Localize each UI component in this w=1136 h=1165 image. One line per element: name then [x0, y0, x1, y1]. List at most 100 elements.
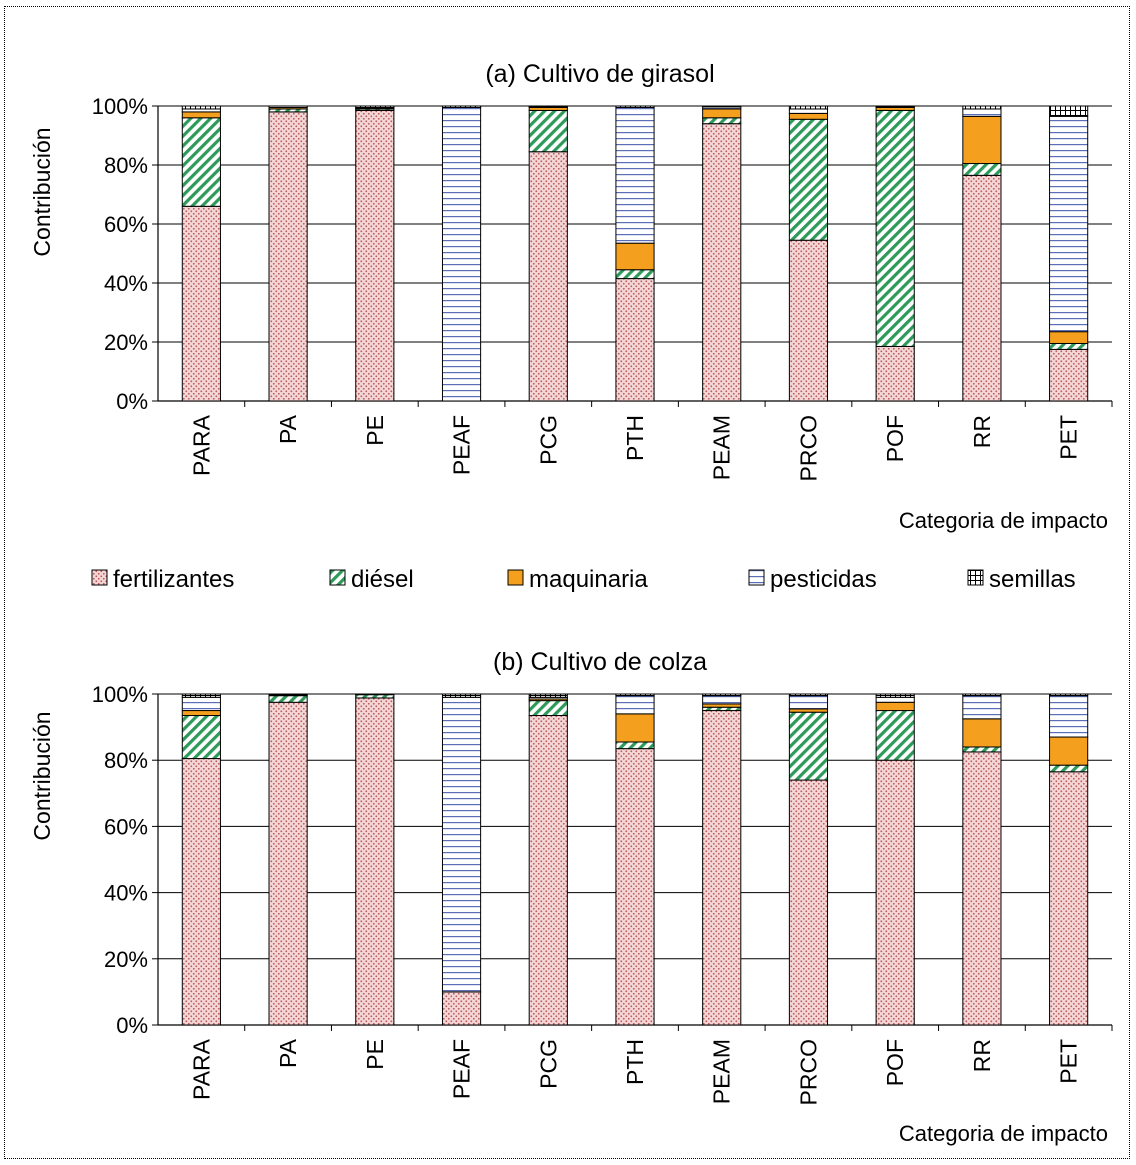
chart-b-bar-pof-diesel: [875, 710, 915, 761]
chart-a-bar-peam-diesel: [702, 117, 742, 125]
chart-b-category-label: RR: [969, 1039, 995, 1072]
chart-b: (b) Cultivo de colza Contribución Catego…: [29, 648, 1113, 1146]
chart-a-bar-pet-semillas: [1049, 105, 1089, 117]
chart-b-plot: 0% 20% 40% 60% 80% 100% PARA PA PE PEAF PCG PTH PEAM…: [92, 682, 1113, 1105]
chart-a-bar-para-fertilizantes: [181, 205, 221, 402]
chart-a-ylabel: Contribución: [29, 127, 55, 256]
chart-b-bar-pet-fertilizantes: [1049, 771, 1089, 1026]
chart-b-bar-pet-semillas: [1049, 693, 1089, 697]
chart-a-bar-pth-semillas: [615, 105, 655, 108]
chart-a-category-label: PRCO: [795, 415, 821, 481]
chart-b-bar-pet-pesticidas: [1049, 695, 1089, 738]
chart-a-bar-pet-pesticidas: [1049, 115, 1089, 333]
chart-a-bar-para-maquinaria: [181, 111, 221, 119]
chart-a-bar-pa-fertilizantes: [268, 111, 308, 402]
chart-a-category-label: PARA: [188, 414, 214, 476]
chart-a-category-label: PEAF: [449, 415, 475, 475]
legend-label-diesel: diésel: [351, 566, 414, 593]
chart-a-bar-pth-pesticidas: [615, 106, 655, 244]
chart-b-ytick-label: 0%: [116, 1013, 148, 1038]
chart-b-bar-pth-fertilizantes: [615, 748, 655, 1026]
chart-b-ytick-label: 20%: [104, 947, 148, 972]
legend-item-pesticidas: pesticidas: [748, 566, 877, 593]
chart-a-bar-pet-diesel: [1049, 342, 1089, 350]
legend: fertilizantes diésel maquinaria pesticid…: [91, 566, 1076, 593]
chart-b-category-label: PEAF: [449, 1039, 475, 1099]
chart-b-bar-pth-semillas: [615, 693, 655, 697]
chart-b-bar-pth-pesticidas: [615, 695, 655, 715]
chart-a-bar-rr-diesel: [962, 163, 1002, 176]
chart-a-bar-peam-semillas: [702, 105, 742, 108]
chart-b-bar-rr-pesticidas: [962, 695, 1002, 720]
legend-swatch-fertilizantes: [91, 569, 108, 586]
chart-b-bar-pof-maquinaria: [875, 701, 915, 712]
legend-item-diesel: diésel: [329, 566, 414, 593]
chart-a-category-label: POF: [882, 415, 908, 462]
legend-item-fertilizantes: fertilizantes: [91, 566, 234, 593]
legend-label-maquinaria: maquinaria: [529, 566, 648, 593]
chart-a-bar-rr-semillas: [962, 105, 1002, 110]
chart-a-bar-pcg-diesel: [528, 109, 568, 153]
chart-a-ytick-label: 0%: [116, 389, 148, 414]
chart-b-ytick-label: 40%: [104, 881, 148, 906]
chart-b-bar-peaf-fertilizantes: [441, 991, 482, 1026]
chart-b-bar-rr-fertilizantes: [962, 751, 1002, 1026]
chart-a-bar-pof-diesel: [875, 109, 915, 347]
chart-b-ytick-label: 100%: [92, 682, 148, 707]
chart-b-bar-pof-fertilizantes: [875, 759, 915, 1026]
chart-b-category-label: PET: [1056, 1039, 1082, 1084]
chart-b-bar-pa-fertilizantes: [268, 701, 308, 1026]
chart-a-category-label: PEAM: [709, 415, 735, 480]
chart-a: (a) Cultivo de girasol Contribución Cate…: [29, 60, 1113, 533]
chart-a-bar-peaf-semillas: [441, 105, 482, 108]
chart-b-bar-pcg-fertilizantes: [528, 715, 568, 1026]
chart-b-category-label: PARA: [188, 1038, 214, 1100]
chart-a-category-label: PET: [1056, 415, 1082, 460]
chart-a-bar-para-semillas: [181, 105, 221, 110]
chart-b-bar-peam-pesticidas: [702, 695, 742, 705]
chart-b-category-label: POF: [882, 1039, 908, 1086]
chart-b-category-label: PA: [275, 1038, 301, 1068]
chart-a-bar-prco-diesel: [788, 118, 829, 241]
chart-a-bar-rr-fertilizantes: [962, 174, 1002, 402]
legend-label-fertilizantes: fertilizantes: [113, 566, 234, 593]
chart-a-bar-pth-maquinaria: [615, 242, 655, 271]
chart-b-bar-peam-fertilizantes: [702, 710, 742, 1026]
chart-b-bar-peaf-pesticidas: [441, 696, 482, 993]
chart-b-bar-peaf-semillas: [441, 693, 482, 698]
chart-a-bar-pet-fertilizantes: [1049, 348, 1089, 402]
chart-b-bar-pa-pesticidas: [268, 693, 308, 696]
chart-a-bar-pcg-fertilizantes: [528, 151, 568, 402]
chart-b-bar-pth-diesel: [615, 741, 655, 750]
chart-a-title: (a) Cultivo de girasol: [485, 60, 714, 88]
chart-b-bar-pa-diesel: [268, 695, 308, 703]
chart-b-bar-prco-pesticidas: [788, 695, 829, 710]
legend-label-semillas: semillas: [989, 566, 1076, 593]
chart-a-bar-pa-pesticidas: [268, 105, 308, 108]
chart-a-plot: 0% 20% 40% 60% 80% 100% PARA PA PE PEAF PCG PTH PEAM…: [92, 94, 1113, 481]
chart-a-bar-prco-fertilizantes: [788, 239, 829, 402]
chart-b-ytick-label: 60%: [104, 814, 148, 839]
legend-item-semillas: semillas: [967, 566, 1076, 593]
chart-b-bar-rr-diesel: [962, 746, 1002, 753]
chart-a-bar-pof-semillas: [875, 105, 915, 108]
chart-b-ylabel: Contribución: [29, 711, 55, 840]
chart-b-bar-pof-pesticidas: [875, 696, 915, 703]
chart-a-category-label: RR: [969, 415, 995, 448]
chart-b-ytick-label: 80%: [104, 748, 148, 773]
chart-a-bar-para-diesel: [181, 117, 221, 207]
chart-b-bar-pth-maquinaria: [615, 713, 655, 743]
chart-b-bar-para-pesticidas: [181, 696, 221, 712]
chart-a-bar-pe-semillas: [355, 105, 395, 108]
chart-b-bar-prco-fertilizantes: [788, 779, 829, 1026]
chart-a-bar-pcg-semillas: [528, 105, 568, 108]
chart-b-bar-pet-diesel: [1049, 764, 1089, 773]
chart-b-bar-pof-semillas: [875, 693, 915, 698]
chart-a-bar-prco-pesticidas: [788, 108, 829, 114]
chart-b-category-label: PEAM: [709, 1039, 735, 1104]
legend-label-pesticidas: pesticidas: [770, 566, 877, 593]
chart-b-bar-para-maquinaria: [181, 710, 221, 717]
chart-b-bar-prco-diesel: [788, 711, 829, 781]
chart-a-category-label: PCG: [535, 415, 561, 465]
